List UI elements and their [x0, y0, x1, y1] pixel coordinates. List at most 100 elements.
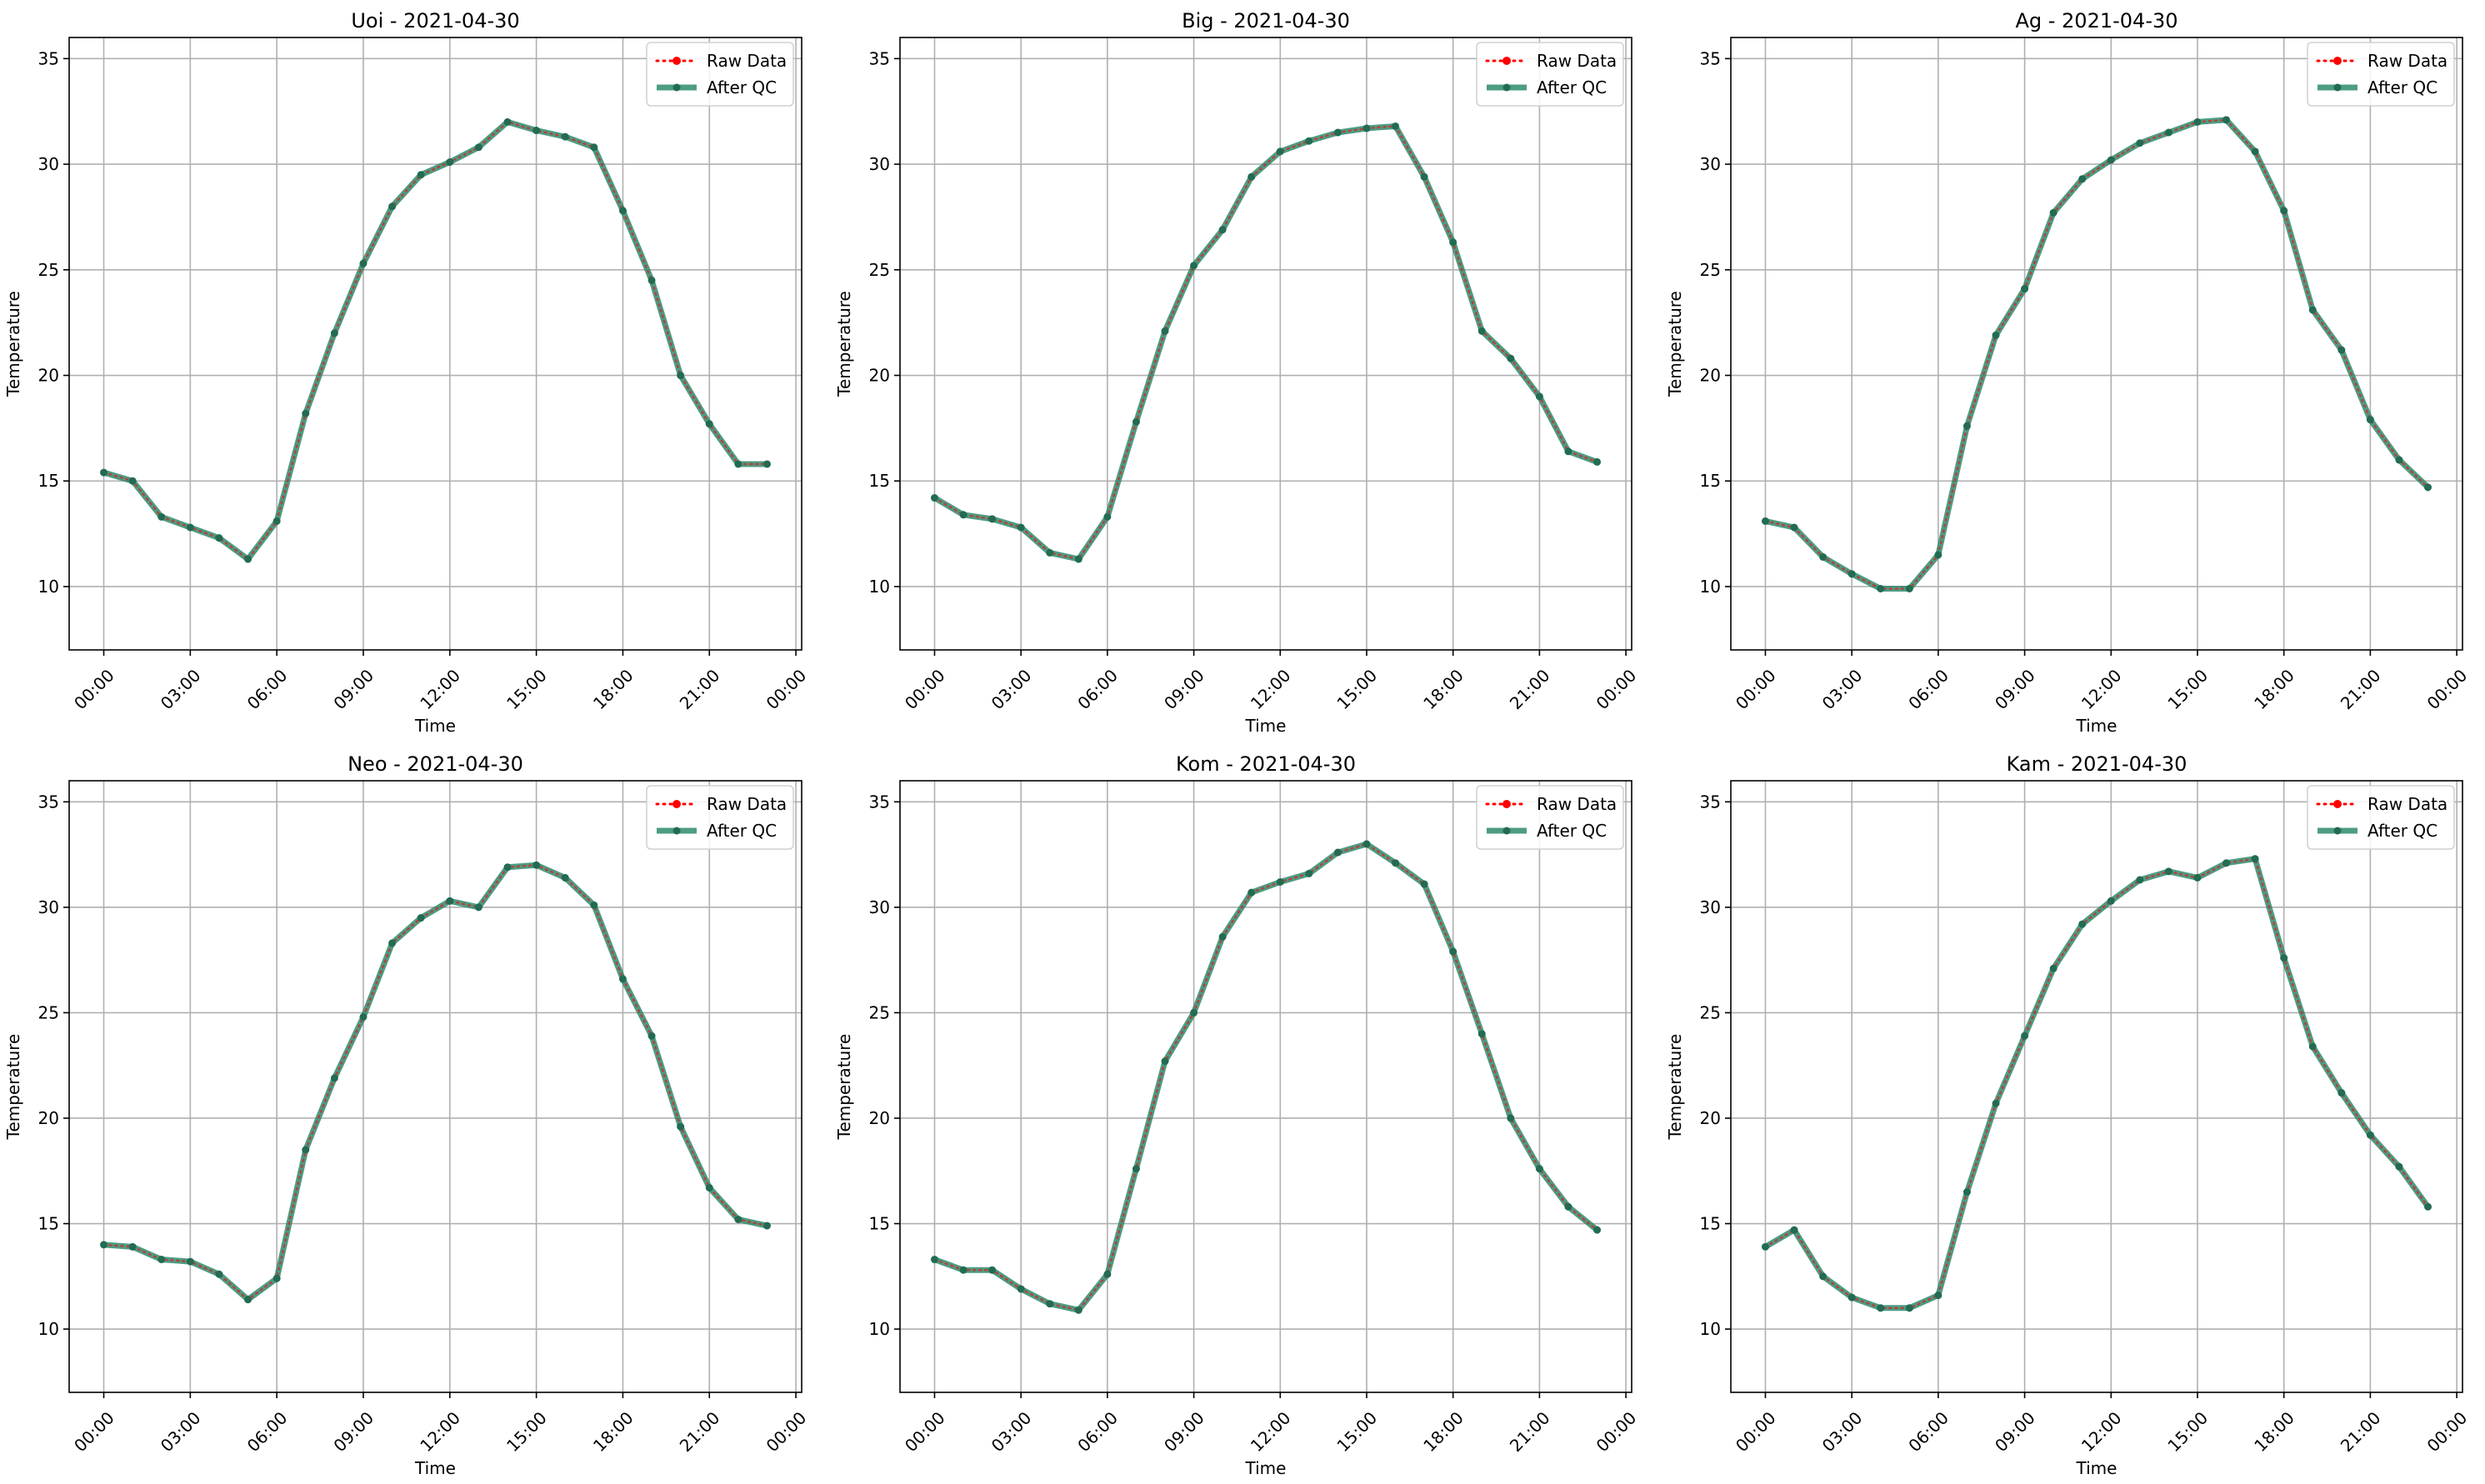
y-tick-label: 20 — [869, 366, 890, 386]
data-point — [1535, 1165, 1543, 1173]
data-point — [959, 1266, 968, 1274]
series-line-raw-data — [1764, 857, 2429, 1310]
y-tick-label: 20 — [38, 1108, 59, 1128]
legend: Raw Data After QC — [646, 785, 794, 850]
data-point — [677, 372, 685, 380]
data-point — [186, 1257, 194, 1266]
legend-label-raw-data: Raw Data — [1537, 51, 1617, 71]
data-point — [590, 143, 598, 152]
data-point — [2424, 1202, 2432, 1211]
data-point — [561, 132, 569, 141]
data-point — [618, 975, 627, 983]
y-tick-label: 25 — [869, 1002, 890, 1022]
data-point — [1848, 570, 1856, 578]
data-point — [474, 143, 482, 152]
data-point — [2338, 1089, 2346, 1097]
legend-marker-raw-data — [2333, 57, 2342, 65]
data-point — [561, 873, 569, 882]
x-tick-label: 06:00 — [243, 665, 292, 713]
data-point — [1362, 124, 1371, 132]
y-tick-label: 25 — [1700, 1002, 1721, 1022]
data-point — [1934, 1292, 1942, 1300]
y-tick-label: 35 — [38, 48, 59, 68]
data-point — [1992, 1099, 2000, 1107]
plot-frame — [68, 37, 802, 651]
y-tick-label: 10 — [1700, 577, 1721, 597]
y-tick-label: 30 — [1700, 154, 1721, 174]
data-point — [388, 202, 397, 211]
data-point — [503, 117, 512, 126]
y-tick-label: 15 — [38, 1214, 59, 1234]
chart-panel-4: 00:00 03:00 06:00 09:00 12:00 15:00 18:00 21:00… — [3, 752, 810, 1478]
data-point — [1248, 172, 1256, 181]
data-point — [2251, 147, 2259, 156]
data-point — [1161, 1057, 1169, 1066]
x-tick-label: 09:00 — [329, 665, 378, 713]
x-axis-label: Time — [2076, 1458, 2118, 1478]
data-point — [1478, 327, 1486, 335]
data-point — [762, 460, 771, 468]
x-tick-label: 00:00 — [70, 665, 118, 713]
x-tick-label: 09:00 — [1160, 665, 1208, 713]
grid — [69, 37, 802, 650]
data-point — [1103, 1270, 1112, 1278]
y-tick-label: 20 — [1700, 1108, 1721, 1128]
y-tick-label: 30 — [38, 897, 59, 917]
data-point — [2193, 873, 2202, 882]
grid — [1731, 781, 2462, 1392]
series-line-after-qc — [101, 862, 770, 1303]
data-point — [1507, 354, 1515, 362]
data-point — [1218, 226, 1227, 234]
data-point — [1761, 1242, 1769, 1251]
legend-marker-raw-data — [2333, 800, 2342, 808]
y-tick-label: 30 — [1700, 897, 1721, 917]
data-point — [734, 1215, 742, 1223]
x-tick-label: 18:00 — [589, 665, 638, 713]
data-point — [330, 329, 338, 337]
data-point — [2107, 897, 2115, 905]
legend-label-after-qc: After QC — [1537, 77, 1607, 97]
data-point — [2366, 416, 2374, 424]
x-tick-label: 00:00 — [70, 1407, 118, 1456]
chart-title: Neo - 2021-04-30 — [348, 752, 523, 776]
data-point — [1046, 548, 1054, 557]
data-point — [1564, 447, 1572, 456]
data-point — [1593, 1226, 1602, 1234]
y-tick-label: 25 — [38, 1002, 59, 1022]
x-tick-label: 03:00 — [157, 1407, 205, 1456]
x-tick-label: 00:00 — [2423, 665, 2472, 713]
data-point — [1362, 840, 1371, 848]
chart-title: Kom - 2021-04-30 — [1176, 752, 1356, 776]
data-point — [1420, 172, 1428, 181]
x-tick-label: 15:00 — [1332, 1407, 1381, 1456]
x-tick-label: 00:00 — [1732, 665, 1780, 713]
y-tick-label: 20 — [1700, 366, 1721, 386]
grid — [900, 37, 1632, 650]
chart-title: Uoi - 2021-04-30 — [351, 9, 519, 32]
data-point — [1333, 848, 1342, 857]
legend: Raw Data After QC — [2307, 42, 2455, 107]
data-point — [2395, 1162, 2403, 1171]
data-point — [446, 897, 454, 905]
legend-label-after-qc: After QC — [707, 77, 777, 97]
y-tick-label: 30 — [869, 154, 890, 174]
data-point — [1132, 417, 1140, 426]
data-point — [762, 1222, 771, 1230]
y-axis-label: Temperature — [3, 1034, 23, 1141]
y-tick-label: 30 — [869, 897, 890, 917]
x-tick-label: 12:00 — [416, 665, 464, 713]
data-point — [2049, 964, 2058, 972]
data-point — [100, 1241, 108, 1249]
data-point — [1905, 1304, 1913, 1312]
data-point — [988, 1266, 997, 1274]
data-point — [532, 861, 541, 869]
data-point — [1161, 327, 1169, 335]
x-tick-label: 00:00 — [901, 1407, 949, 1456]
x-tick-label: 18:00 — [2250, 1407, 2298, 1456]
legend-label-raw-data: Raw Data — [2368, 51, 2448, 71]
y-tick-label: 35 — [869, 792, 890, 812]
legend-marker-after-qc — [672, 83, 681, 92]
x-axis-label: Time — [1245, 716, 1287, 736]
data-point — [1276, 877, 1284, 886]
x-tick-label: 15:00 — [2163, 665, 2212, 713]
